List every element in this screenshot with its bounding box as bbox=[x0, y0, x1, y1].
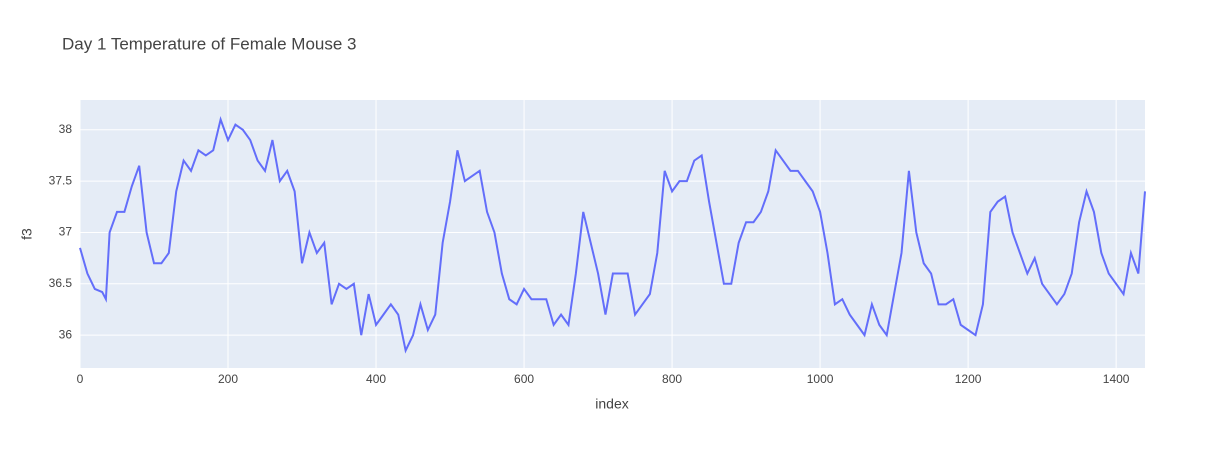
x-tick-label: 1000 bbox=[807, 372, 834, 386]
x-tick-label: 1400 bbox=[1103, 372, 1130, 386]
y-tick-label: 36.5 bbox=[49, 276, 73, 290]
plot-area bbox=[80, 100, 1145, 368]
x-axis-label: index bbox=[595, 396, 628, 412]
x-tick-label: 200 bbox=[218, 372, 238, 386]
y-tick-label: 36 bbox=[59, 327, 73, 341]
line bbox=[79, 116, 1146, 354]
chart-title: Day 1 Temperature of Female Mouse 3 bbox=[62, 34, 357, 53]
x-tick-label: 600 bbox=[514, 372, 534, 386]
y-tick-label: 37.5 bbox=[49, 173, 73, 187]
y-tick-label: 38 bbox=[59, 122, 73, 136]
x-tick-label: 0 bbox=[77, 372, 84, 386]
y-axis-label: f3 bbox=[19, 228, 35, 240]
x-tick-label: 800 bbox=[662, 372, 682, 386]
x-tick-label: 1200 bbox=[955, 372, 982, 386]
y-tick-label: 37 bbox=[59, 225, 73, 239]
x-tick-label: 400 bbox=[366, 372, 386, 386]
